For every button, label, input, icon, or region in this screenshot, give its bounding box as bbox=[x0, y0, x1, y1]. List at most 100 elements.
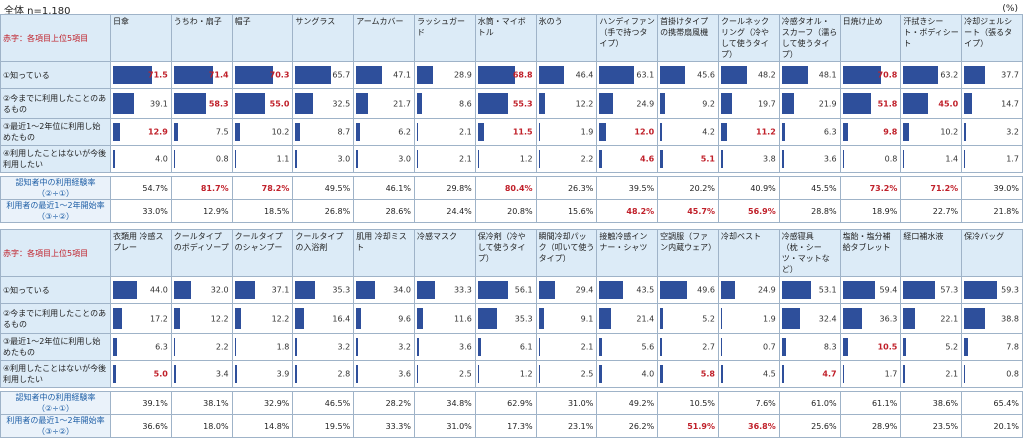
column-header: ラッシュガード bbox=[414, 15, 475, 62]
bar-value: 3.2 bbox=[337, 343, 350, 352]
column-header: 接触冷感インナー・シャツ bbox=[597, 230, 658, 277]
bar-fill bbox=[295, 365, 297, 383]
bar-fill bbox=[113, 308, 122, 329]
bar-cell: 2.7 bbox=[658, 334, 719, 361]
bar-fill bbox=[295, 281, 314, 299]
summary-value: 71.2% bbox=[901, 177, 962, 200]
summary-value: 36.8% bbox=[718, 415, 779, 438]
bar-fill bbox=[295, 338, 297, 356]
bar-cell: 2.5 bbox=[414, 361, 475, 388]
bar-value: 0.7 bbox=[763, 343, 776, 352]
bar-cell: 51.8 bbox=[840, 89, 901, 119]
bar-cell: 5.0 bbox=[111, 361, 172, 388]
bar-fill bbox=[660, 93, 665, 114]
column-header: 冷感タオル・スカーフ（濡らして使うタイプ） bbox=[779, 15, 840, 62]
bar-fill bbox=[599, 338, 602, 356]
bar-cell: 0.8 bbox=[840, 146, 901, 173]
bar-value: 8.3 bbox=[824, 343, 837, 352]
bar-fill bbox=[782, 123, 786, 141]
summary-row: 認知者中の利用経験率（②÷①）39.1%38.1%32.9%46.5%28.2%… bbox=[1, 392, 1023, 415]
bar-fill bbox=[235, 66, 274, 84]
bar-fill bbox=[539, 123, 540, 141]
bar-value: 5.0 bbox=[154, 370, 168, 379]
bar-value: 3.8 bbox=[763, 155, 776, 164]
bar-value: 70.3 bbox=[270, 71, 290, 80]
table-header-row: 赤字：各項目上位5項目衣類用 冷感スプレークールタイプのボディソープクールタイプ… bbox=[1, 230, 1023, 277]
bar-cell: 4.6 bbox=[597, 146, 658, 173]
bar-value: 57.3 bbox=[940, 286, 958, 295]
summary-label: 利用者の最近1～2年開始率（③÷②） bbox=[1, 415, 111, 438]
bar-cell: 24.9 bbox=[597, 89, 658, 119]
row-label: ④利用したことはないが今後利用したい bbox=[1, 146, 111, 173]
bar-value: 48.2 bbox=[758, 71, 776, 80]
column-header: 空調服（ファン内蔵ウェア） bbox=[658, 230, 719, 277]
bar-fill bbox=[843, 93, 871, 114]
summary-value: 7.6% bbox=[718, 392, 779, 415]
bar-fill bbox=[660, 66, 685, 84]
bar-fill bbox=[174, 365, 176, 383]
bar-value: 37.7 bbox=[1001, 71, 1019, 80]
bar-cell: 65.7 bbox=[293, 62, 354, 89]
bar-value: 2.1 bbox=[581, 343, 594, 352]
unit-label: (%) bbox=[1002, 4, 1018, 14]
summary-value: 21.8% bbox=[962, 200, 1023, 223]
bar-value: 24.9 bbox=[636, 99, 654, 108]
bar-value: 55.0 bbox=[270, 99, 290, 108]
bar-cell: 8.7 bbox=[293, 119, 354, 146]
row-label: ③最近1～2年位に利用し始めたもの bbox=[1, 119, 111, 146]
summary-value: 39.1% bbox=[111, 392, 172, 415]
bar-fill bbox=[964, 150, 965, 168]
summary-label: 認知者中の利用経験率（②÷①） bbox=[1, 392, 111, 415]
bar-value: 1.2 bbox=[520, 370, 533, 379]
bar-cell: 59.3 bbox=[962, 277, 1023, 304]
bar-fill bbox=[235, 281, 255, 299]
bar-fill bbox=[782, 365, 785, 383]
bar-cell: 1.7 bbox=[840, 361, 901, 388]
bar-value: 1.9 bbox=[763, 314, 776, 323]
bar-cell: 10.2 bbox=[901, 119, 962, 146]
summary-value: 28.9% bbox=[840, 415, 901, 438]
bar-value: 22.1 bbox=[940, 314, 958, 323]
summary-value: 36.6% bbox=[111, 415, 172, 438]
summary-value: 24.4% bbox=[414, 200, 475, 223]
summary-value: 19.5% bbox=[293, 415, 354, 438]
summary-value: 17.3% bbox=[475, 415, 536, 438]
bar-cell: 49.6 bbox=[658, 277, 719, 304]
summary-value: 34.8% bbox=[414, 392, 475, 415]
bar-cell: 63.1 bbox=[597, 62, 658, 89]
note-cell: 赤字：各項目上位5項目 bbox=[1, 230, 111, 277]
bar-cell: 33.3 bbox=[414, 277, 475, 304]
bar-cell: 71.4 bbox=[171, 62, 232, 89]
bar-cell: 6.3 bbox=[779, 119, 840, 146]
bar-cell: 7.8 bbox=[962, 334, 1023, 361]
bar-cell: 63.2 bbox=[901, 62, 962, 89]
summary-value: 39.0% bbox=[962, 177, 1023, 200]
bar-value: 10.2 bbox=[272, 128, 290, 137]
bar-value: 1.7 bbox=[885, 370, 898, 379]
note-cell: 赤字：各項目上位5項目 bbox=[1, 15, 111, 62]
summary-row: 認知者中の利用経験率（②÷①）54.7%81.7%78.2%49.5%46.1%… bbox=[1, 177, 1023, 200]
bar-value: 65.7 bbox=[332, 71, 350, 80]
bar-cell: 70.8 bbox=[840, 62, 901, 89]
summary-value: 51.9% bbox=[658, 415, 719, 438]
bar-fill bbox=[417, 150, 418, 168]
summary-value: 12.9% bbox=[171, 200, 232, 223]
bar-value: 39.1 bbox=[150, 99, 168, 108]
column-header: 帽子 bbox=[232, 15, 293, 62]
table-lower: 赤字：各項目上位5項目衣類用 冷感スプレークールタイプのボディソープクールタイプ… bbox=[0, 229, 1023, 438]
bar-value: 3.9 bbox=[277, 370, 290, 379]
bar-value: 12.2 bbox=[211, 314, 229, 323]
bar-cell: 22.1 bbox=[901, 304, 962, 334]
bar-fill bbox=[113, 150, 115, 168]
summary-value: 40.9% bbox=[718, 177, 779, 200]
bar-fill bbox=[964, 338, 968, 356]
column-header: クールネックリング（冷やして使うタイプ） bbox=[718, 15, 779, 62]
column-header: アームカバー bbox=[354, 15, 415, 62]
bar-fill bbox=[356, 150, 358, 168]
summary-value: 33.0% bbox=[111, 200, 172, 223]
column-header: 冷却ベスト bbox=[718, 230, 779, 277]
